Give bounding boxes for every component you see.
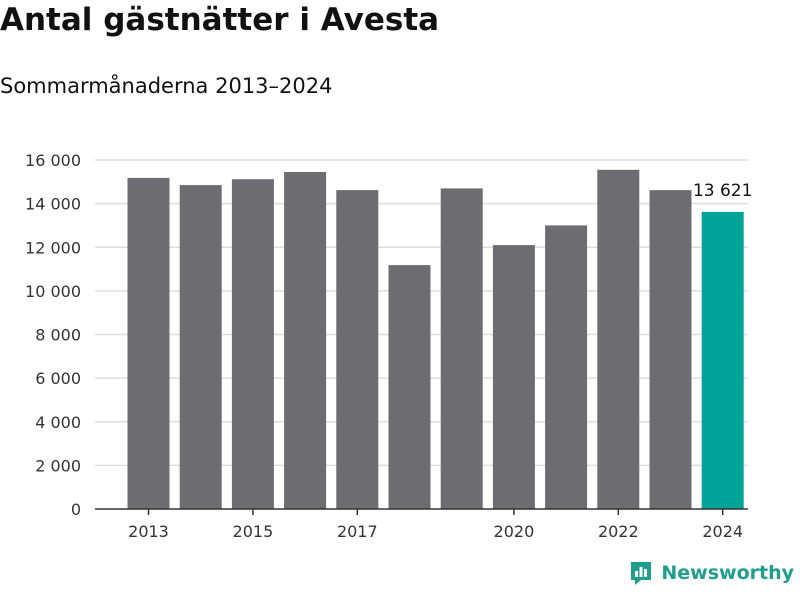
x-tick-label: 2013	[128, 522, 169, 541]
y-tick-label: 12 000	[25, 238, 81, 257]
y-tick-label: 14 000	[25, 195, 81, 214]
bar-2022	[597, 169, 640, 510]
chart-subtitle: Sommarmånaderna 2013–2024	[0, 74, 333, 98]
y-tick-label: 2 000	[35, 456, 81, 475]
brand-name: Newsworthy	[661, 562, 794, 584]
bar-2014	[179, 185, 222, 509]
bar-2023	[649, 190, 692, 509]
data-label: 13 621	[693, 181, 752, 201]
x-tick-label: 2015	[233, 522, 274, 541]
bar-2018	[388, 265, 431, 509]
data-labels: 13 621	[693, 181, 752, 201]
x-tick-label: 2022	[598, 522, 639, 541]
newsworthy-logo-icon	[631, 562, 652, 585]
bar-2015	[231, 179, 274, 509]
y-tick-label: 4 000	[35, 413, 81, 432]
bar-2021	[545, 225, 588, 509]
y-tick-label: 6 000	[35, 369, 81, 388]
chart-title: Antal gästnätter i Avesta	[0, 2, 440, 38]
bar-2020	[492, 245, 535, 509]
y-axis-tick-labels: 0 2 000 4 000 6 000 8 000 10 000 12 000 14 000 1…	[25, 151, 81, 519]
y-tick-label: 16 000	[25, 151, 81, 170]
bar-2017	[336, 190, 379, 509]
x-tick-label: 2024	[702, 522, 743, 541]
y-tick-label: 0	[71, 500, 81, 519]
bar-2019	[440, 188, 483, 509]
x-tick-label: 2020	[494, 522, 535, 541]
bar-2024	[701, 211, 744, 509]
bars	[127, 169, 744, 510]
x-tick-label: 2017	[337, 522, 378, 541]
newsworthy-brand: Newsworthy	[629, 560, 794, 586]
y-tick-label: 10 000	[25, 282, 81, 301]
y-tick-label: 8 000	[35, 326, 81, 345]
bar-2013	[127, 177, 170, 509]
x-axis-tick-labels: 2013 2015 2017 2020 2022 2024	[128, 509, 743, 541]
bar-2016	[284, 172, 327, 509]
